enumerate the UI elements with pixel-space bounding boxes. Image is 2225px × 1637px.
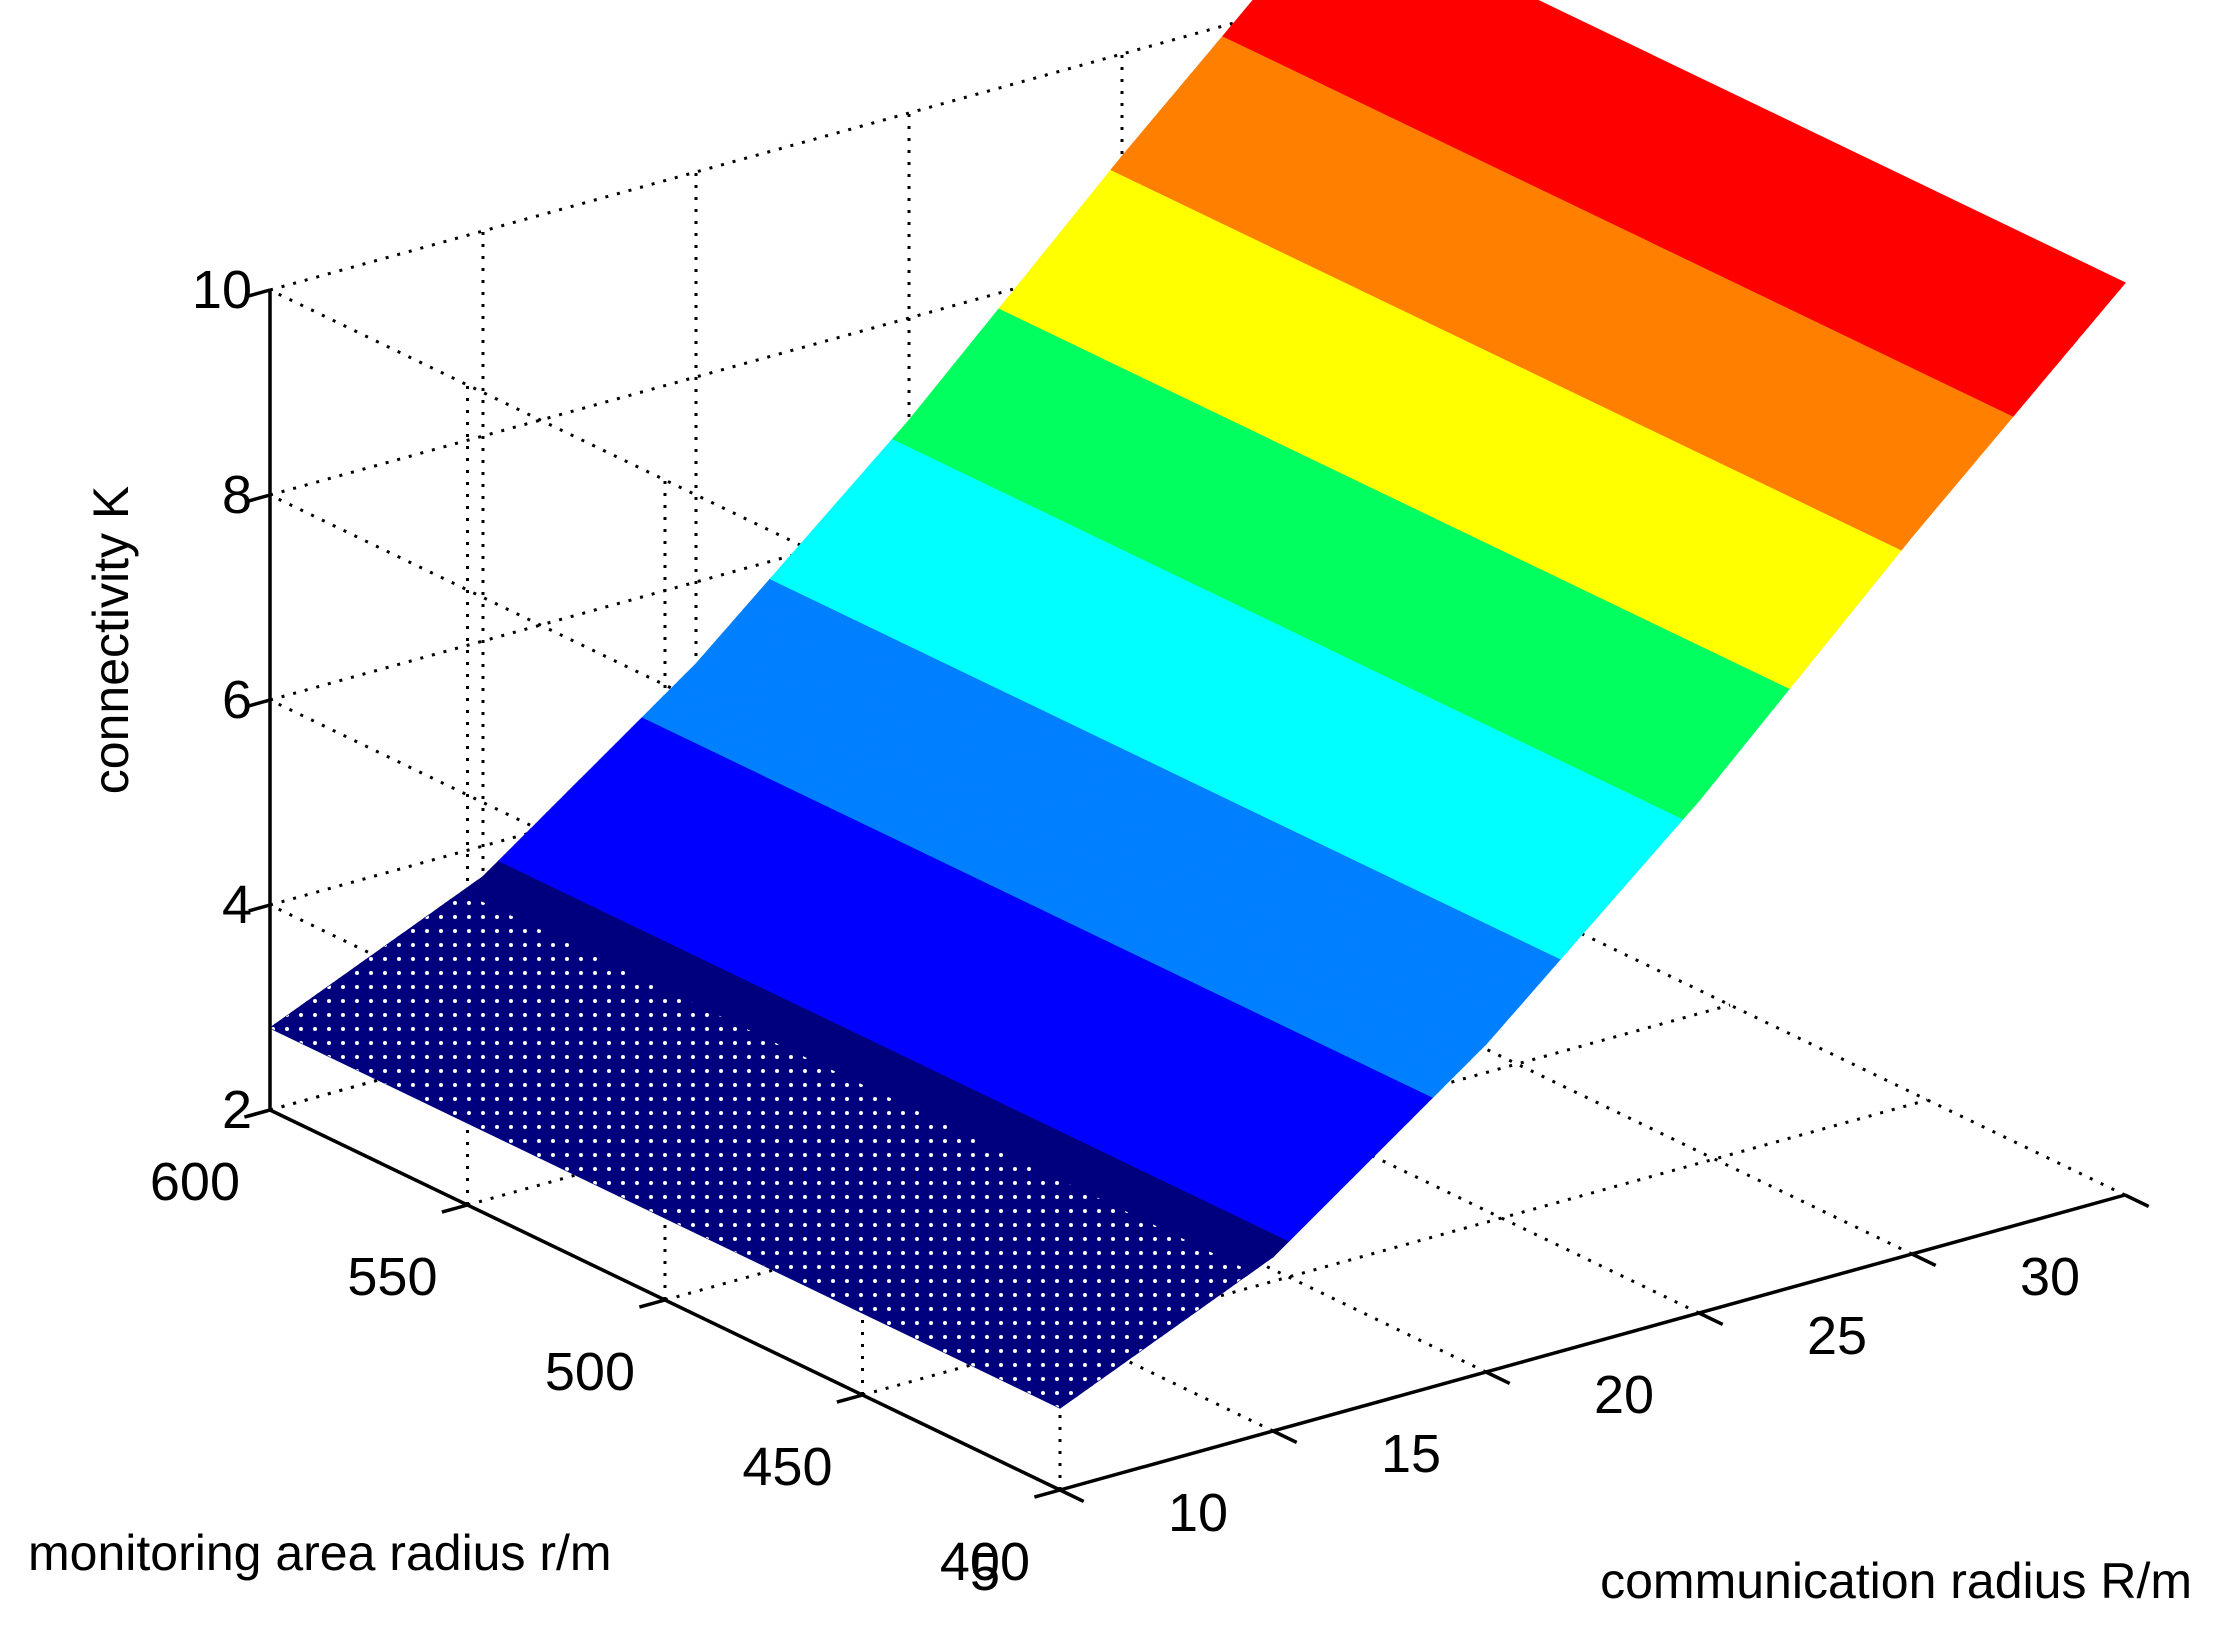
x-tick-label: 10 xyxy=(1168,1483,1228,1543)
z-tick-mark xyxy=(248,288,271,298)
surface-strip xyxy=(1276,0,2057,373)
grid-line xyxy=(695,990,1487,1374)
x-tick-mark xyxy=(1485,1370,1511,1385)
surface xyxy=(268,0,2126,1409)
z-tick-label: 6 xyxy=(222,670,252,730)
z-tick-mark xyxy=(248,493,271,503)
surface-strip xyxy=(1424,0,2100,322)
grid-line xyxy=(1121,872,1913,1256)
surface-strip xyxy=(1369,0,2084,341)
y-tick-label: 600 xyxy=(150,1152,240,1212)
y-tick-label: 550 xyxy=(347,1247,437,1307)
surface-strip xyxy=(1498,0,2121,297)
z-tick-label: 4 xyxy=(222,875,252,935)
x-axis-line xyxy=(1059,1193,2126,1492)
surface-strip xyxy=(1313,0,2068,360)
surface-strip xyxy=(1461,0,2110,309)
z-tick-mark xyxy=(248,903,271,913)
z-tick-label: 10 xyxy=(192,260,252,320)
y-tick-label: 500 xyxy=(545,1342,635,1402)
x-tick-mark xyxy=(1059,1488,1085,1503)
x-tick-label: 15 xyxy=(1381,1424,1441,1484)
surface-texture xyxy=(270,891,1252,1408)
surface-strip xyxy=(1258,0,2052,379)
y-tick-label: 450 xyxy=(742,1437,832,1497)
y-tick-mark xyxy=(836,1393,863,1404)
x-tick-mark xyxy=(1272,1429,1298,1444)
y-tick-mark xyxy=(1033,1488,1061,1499)
grid-line xyxy=(269,0,1323,292)
y-tick-mark xyxy=(441,1203,468,1214)
z-tick-mark xyxy=(248,698,271,708)
tick-labels: 5 10 15 20 25 30 400 450 500 550 600 2 4 6 8 10 xyxy=(150,260,2080,1602)
y-axis-label: monitoring area radius r/m xyxy=(28,1525,612,1581)
surface-strip xyxy=(1387,0,2089,335)
axes xyxy=(243,288,2150,1503)
x-tick-label: 25 xyxy=(1807,1306,1867,1366)
y-tick-mark xyxy=(638,1298,666,1309)
surface-strip xyxy=(1248,0,2047,385)
x-tick-mark xyxy=(1698,1311,1724,1326)
z-tick-label: 2 xyxy=(222,1080,252,1140)
grid-line xyxy=(1334,813,2126,1197)
z-tick-mark xyxy=(248,1108,271,1118)
x-tick-label: 5 xyxy=(970,1542,1000,1602)
y-tick-label: 400 xyxy=(940,1532,1030,1592)
z-tick-label: 8 xyxy=(222,465,252,525)
x-tick-label: 20 xyxy=(1594,1365,1654,1425)
grid-line xyxy=(482,1049,1274,1433)
grid-line xyxy=(862,1098,1928,1397)
z-axis-label: connectivity K xyxy=(83,486,139,794)
x-tick-mark xyxy=(2124,1193,2150,1208)
surface-strip xyxy=(1517,0,2126,290)
surface-strip xyxy=(1332,0,2073,354)
surface-strip xyxy=(1406,0,2095,328)
x-tick-mark xyxy=(1911,1252,1937,1267)
surface-strip xyxy=(1480,0,2116,303)
surface-strip xyxy=(1350,0,2079,347)
surface-strip xyxy=(1295,0,2063,366)
x-axis-label: communication radius R/m xyxy=(1600,1553,2192,1609)
x-tick-label: 30 xyxy=(2020,1247,2080,1307)
surface-strip xyxy=(1443,0,2105,316)
grid-line xyxy=(269,198,1336,497)
grid-line xyxy=(908,931,1700,1315)
